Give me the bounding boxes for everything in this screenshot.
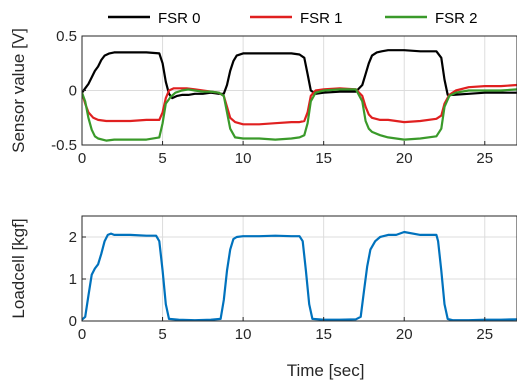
sensor-xtick-label: 25 [476, 150, 493, 167]
loadcell-xtick-label: 0 [78, 326, 86, 343]
fsr-2-legend-label: FSR 2 [435, 10, 478, 27]
loadcell-ytick-label: 0 [69, 313, 77, 330]
loadcell-xtick-label: 10 [235, 326, 252, 343]
sensor-value-axes: 0 5 10 15 20 25-0.500.5 Sensor value [V] [9, 28, 517, 167]
sensor-xtick-label: 15 [315, 150, 332, 167]
sensor-ytick-label: 0.5 [56, 28, 77, 45]
time-xlabel: Time [sec] [287, 361, 365, 380]
loadcell-xtick-label: 15 [315, 326, 332, 343]
sensor-xtick-label: 20 [396, 150, 413, 167]
sensor-xtick-label: 0 [78, 150, 86, 167]
loadcell-ytick-label: 1 [69, 271, 77, 288]
loadcell-ytick-label: 2 [69, 229, 77, 246]
fsr-1-line [82, 83, 517, 126]
loadcell-ylabel: Loadcell [kgf] [9, 218, 28, 318]
loadcell-xtick-label: 25 [476, 326, 493, 343]
sensor-xtick-label: 10 [235, 150, 252, 167]
legend: FSR 0 FSR 1 FSR 2 [108, 10, 478, 27]
fsr-1-legend-label: FSR 1 [300, 10, 343, 27]
sensor-value-ylabel: Sensor value [V] [9, 28, 28, 153]
sensor-xtick-label: 5 [158, 150, 166, 167]
sensor-ytick-label: 0 [69, 83, 77, 100]
fsr-0-legend-label: FSR 0 [158, 10, 201, 27]
loadcell-axes-frame [81, 215, 517, 322]
fsr-0-line [82, 49, 517, 100]
loadcell-axes: 0 5 10 15 20 25 0 1 2 Loadcell [kgf] Time [sec] [9, 215, 517, 380]
loadcell-xtick-label: 20 [396, 326, 413, 343]
sensor-ytick-label: -0.5 [51, 137, 77, 154]
fsr-2-line [82, 88, 517, 142]
loadcell-series-0-line [82, 230, 517, 321]
loadcell-xtick-label: 5 [158, 326, 166, 343]
